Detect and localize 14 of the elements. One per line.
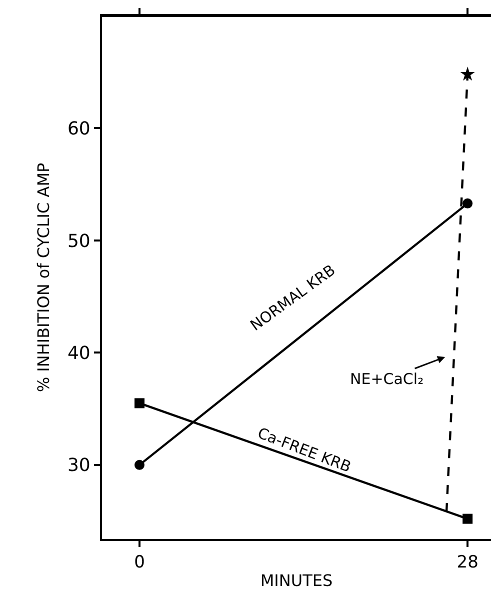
point: [462, 514, 473, 524]
y-tick-label: 30: [67, 455, 90, 476]
point: [462, 198, 473, 208]
y-tick-label: 40: [67, 343, 90, 364]
y-tick-label: 60: [67, 118, 90, 140]
annotation: NE+CaCl₂: [350, 370, 424, 388]
point: [134, 398, 144, 408]
point: [460, 66, 475, 81]
x-axis-title: MINUTES: [260, 571, 333, 590]
y-tick-label: 50: [67, 230, 90, 252]
x-tick-label: 28: [456, 552, 478, 572]
y-axis-title: % INHIBITION of CYCLIC AMP: [34, 162, 53, 392]
x-tick-label: 0: [134, 552, 145, 572]
point: [134, 460, 144, 470]
